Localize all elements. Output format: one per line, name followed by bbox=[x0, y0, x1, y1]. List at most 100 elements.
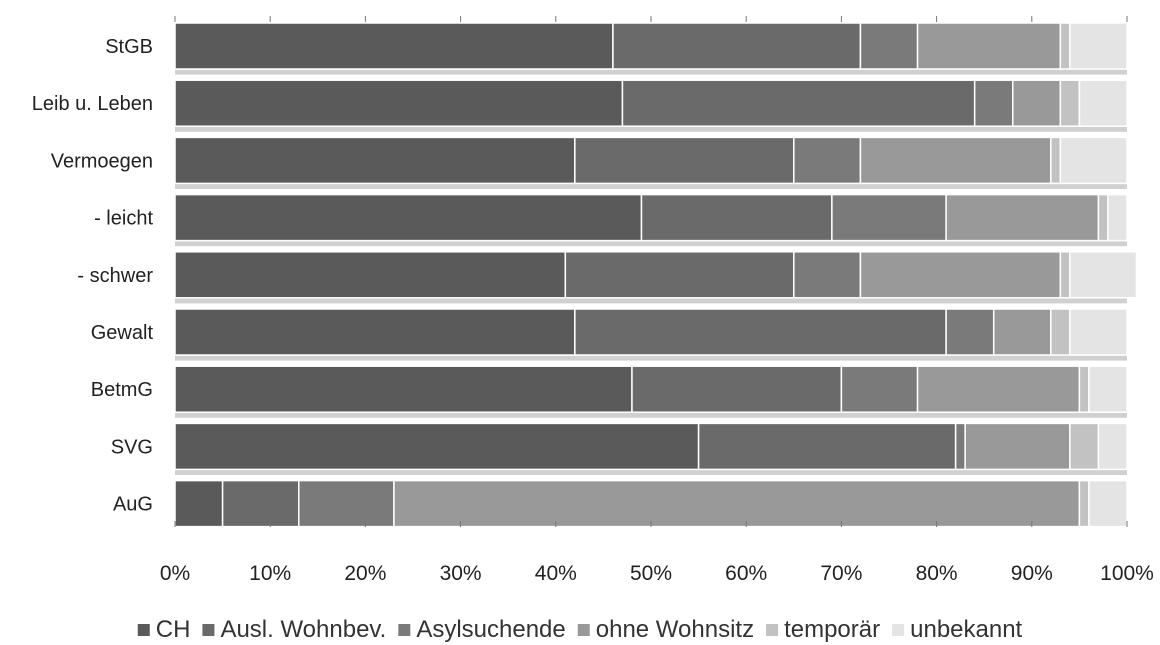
category-label: StGB bbox=[105, 36, 153, 58]
legend-label: temporär bbox=[784, 616, 880, 643]
bar-segment bbox=[564, 251, 795, 299]
bar-segment bbox=[393, 479, 1081, 528]
row-separator bbox=[175, 126, 1127, 132]
bar-segment bbox=[1059, 136, 1128, 185]
row-separator bbox=[175, 69, 1127, 75]
bar-segment bbox=[174, 479, 224, 528]
legend-label: Ausl. Wohnbev. bbox=[220, 616, 386, 643]
bar-segment bbox=[1078, 79, 1128, 127]
bar-segment bbox=[840, 365, 919, 413]
bar-segment bbox=[945, 193, 1100, 242]
bar-segment bbox=[1088, 479, 1128, 528]
bar-segment bbox=[1059, 251, 1071, 299]
bar-segment bbox=[916, 365, 1081, 413]
bar-segment bbox=[1012, 79, 1062, 127]
legend-item: Asylsuchende bbox=[398, 616, 566, 643]
x-tick-label: 70% bbox=[820, 562, 862, 585]
legend-label: unbekannt bbox=[910, 616, 1022, 643]
category-label: Leib u. Leben bbox=[32, 93, 153, 115]
bar-segment bbox=[174, 193, 643, 242]
bar-segment bbox=[1107, 193, 1128, 242]
bar-segment bbox=[1097, 193, 1109, 242]
bar-segment bbox=[793, 136, 862, 185]
category-label: - schwer bbox=[77, 265, 153, 287]
bar-segment bbox=[964, 422, 1071, 471]
category-label: Gewalt bbox=[91, 322, 154, 344]
bar-segment bbox=[1069, 308, 1128, 356]
bar-segment bbox=[631, 365, 843, 413]
bar-segment bbox=[612, 22, 862, 70]
category-labels: StGB Leib u. Leben Vermoegen - leicht - schw… bbox=[32, 36, 154, 516]
legend-item: unbekannt bbox=[892, 616, 1023, 643]
bar-segment bbox=[1059, 22, 1071, 70]
legend: CH Ausl. Wohnbev. Asylsuchende ohne Wohnsit… bbox=[137, 616, 1023, 643]
x-tick-label: 50% bbox=[630, 562, 672, 585]
x-tick-label: 30% bbox=[440, 562, 482, 585]
bar-segment bbox=[697, 422, 957, 471]
x-tick-label: 10% bbox=[249, 562, 291, 585]
bar-segment bbox=[992, 308, 1052, 356]
category-label: SVG bbox=[111, 436, 153, 458]
row-separator bbox=[175, 412, 1127, 418]
x-axis-ticks: 0% 10% 20% 30% 40% 50% 60% 70% 80% 90% 100% bbox=[160, 16, 1154, 585]
bar-segment bbox=[640, 193, 833, 242]
bar-segment bbox=[174, 251, 567, 299]
bar-segment bbox=[1050, 136, 1062, 185]
bar-segment bbox=[174, 422, 700, 471]
legend-swatch bbox=[766, 624, 779, 636]
bar-segment bbox=[793, 251, 862, 299]
legend-swatch bbox=[398, 624, 411, 636]
bar-segment bbox=[1069, 251, 1138, 299]
legend-label: ohne Wohnsitz bbox=[596, 616, 754, 643]
x-tick-label: 100% bbox=[1100, 562, 1154, 585]
x-tick-label: 40% bbox=[535, 562, 577, 585]
legend-swatch bbox=[892, 624, 905, 636]
bar-segment bbox=[174, 79, 624, 127]
category-label: BetmG bbox=[91, 379, 153, 401]
bar-segment bbox=[221, 479, 300, 528]
bar-segment bbox=[973, 79, 1014, 127]
legend-item: temporär bbox=[766, 616, 880, 643]
legend-label: Asylsuchende bbox=[416, 616, 565, 643]
category-label: AuG bbox=[113, 494, 153, 516]
bar-segment bbox=[1097, 422, 1128, 471]
bar-segment bbox=[859, 22, 919, 70]
bar-segment bbox=[859, 251, 1062, 299]
bar-segment bbox=[574, 308, 947, 356]
x-tick-label: 80% bbox=[916, 562, 958, 585]
bar-segment bbox=[916, 22, 1062, 70]
bar-segment bbox=[1059, 79, 1081, 127]
row-separator bbox=[175, 298, 1127, 304]
bar-segment bbox=[1069, 422, 1100, 471]
bar-segment bbox=[1078, 365, 1090, 413]
bar-segment bbox=[1088, 365, 1128, 413]
legend-label: CH bbox=[156, 616, 191, 643]
row-separator bbox=[175, 355, 1127, 361]
row-separator bbox=[175, 470, 1127, 475]
bar-segment bbox=[954, 422, 966, 471]
legend-swatch bbox=[577, 624, 590, 636]
bar-segment bbox=[859, 136, 1052, 185]
legend-item: Ausl. Wohnbev. bbox=[202, 616, 386, 643]
legend-item: CH bbox=[137, 616, 191, 643]
bar-segment bbox=[831, 193, 947, 242]
x-tick-label: 90% bbox=[1011, 562, 1053, 585]
x-tick-label: 0% bbox=[160, 562, 190, 585]
bar-segment bbox=[945, 308, 995, 356]
bar-segment bbox=[621, 79, 976, 127]
bar-segment bbox=[174, 22, 614, 70]
legend-swatch bbox=[202, 624, 215, 636]
bar-segment bbox=[1069, 22, 1128, 70]
bar-segment bbox=[174, 308, 576, 356]
category-label: - leicht bbox=[94, 208, 153, 230]
x-tick-label: 20% bbox=[344, 562, 386, 585]
x-tick-label: 60% bbox=[725, 562, 767, 585]
bar-segment bbox=[1050, 308, 1071, 356]
row-separator bbox=[175, 184, 1127, 189]
legend-item: ohne Wohnsitz bbox=[577, 616, 754, 643]
bar-segment bbox=[574, 136, 795, 185]
bar-segment bbox=[174, 136, 576, 185]
bar-segment bbox=[1078, 479, 1090, 528]
bar-segment bbox=[298, 479, 395, 528]
